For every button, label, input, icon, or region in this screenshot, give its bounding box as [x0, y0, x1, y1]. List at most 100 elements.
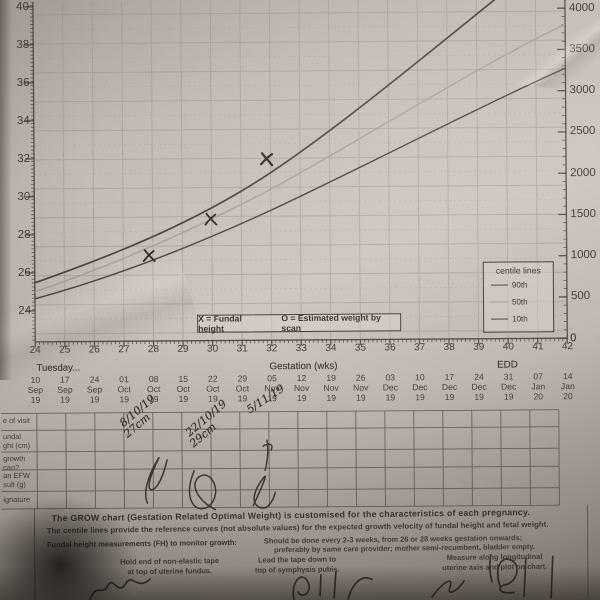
marker-key-fundal: X = Fundal height — [198, 313, 242, 334]
visit-date-cell: 24 Dec 19 — [464, 372, 494, 403]
right-axis-tick-label: 500 — [570, 290, 591, 303]
right-axis-tick-label: 2000 — [570, 166, 596, 179]
x-mark-week30 — [204, 212, 218, 226]
right-axis-tick-label: 3000 — [569, 83, 596, 97]
left-axis-tick-label: 28 — [17, 228, 31, 241]
signature-2 — [188, 469, 217, 511]
left-axis-tick-label: 24 — [18, 304, 32, 317]
date-year: 19 — [415, 391, 425, 402]
instruction-line: uterine axis and plot on chart. — [442, 561, 548, 572]
left-axis-labels: 40 38 36 34 32 30 28 26 24 — [2, 0, 31, 330]
marker-key-box: X = Fundal height O = Estimated weight b… — [197, 312, 402, 334]
visit-date-cell: 31 Dec 19 — [494, 372, 524, 402]
visit-date-cell: 17 Dec 19 — [435, 372, 465, 403]
week-label: 29 — [177, 343, 189, 355]
centile-curve-10th — [34, 67, 566, 300]
left-axis-tick-label: 40 — [16, 0, 29, 13]
centile-curve-90th — [34, 0, 507, 284]
visit-date-row: 10 Sep 19 17 Sep 19 24 Sep 19 01 Oct 19 … — [21, 371, 583, 406]
visit-date-cell: 19 Nov 19 — [316, 373, 346, 404]
week-label: 25 — [59, 344, 71, 356]
week-label: 39 — [473, 341, 485, 353]
date-year: 19 — [503, 391, 514, 402]
week-label: 27 — [118, 344, 130, 356]
instruction-hold-tape: Hold end of non-elastic tape at top of u… — [97, 556, 242, 577]
left-axis-tick-label: 26 — [17, 266, 31, 279]
visit-date-cell: 24 Sep 19 — [80, 374, 110, 405]
left-axis-tick-label: 36 — [16, 76, 30, 89]
date-year: 19 — [385, 391, 396, 402]
visit-date-cell: 01 Oct 19 — [109, 374, 139, 405]
table-row-label-scan-efw: an EFW sult (g) — [3, 471, 30, 490]
visit-date-cell: 10 Dec 19 — [405, 372, 435, 403]
legend-label-10th: 10th — [512, 314, 528, 324]
visit-date-cell: 26 Nov 19 — [346, 373, 376, 403]
row-label-text: ignature — [3, 494, 31, 505]
instruction-measure: Measure along longitudinal uterine axis … — [417, 551, 572, 572]
legend-entry-10th: 10th — [484, 311, 553, 326]
legend-title: centile lines — [495, 265, 541, 276]
edd-label: EDD — [497, 359, 518, 371]
date-year: 19 — [60, 394, 70, 405]
week-label: 41 — [532, 341, 544, 353]
week-label: 26 — [88, 344, 100, 356]
right-axis-tick-label: 1500 — [570, 207, 597, 220]
date-year: 19 — [30, 394, 41, 405]
visit-date-cell: 07 Jan 20 — [523, 371, 553, 402]
scribble-2 — [292, 570, 373, 600]
scribble-1 — [89, 578, 151, 600]
week-label: 42 — [561, 341, 574, 353]
date-year: 19 — [89, 393, 100, 405]
date-year: 20 — [533, 390, 544, 401]
week-label: 28 — [147, 343, 160, 356]
week-label: 24 — [29, 344, 41, 356]
legend-entry-90th: 90th — [484, 277, 553, 292]
week-label: 37 — [414, 342, 426, 354]
date-year: 20 — [563, 390, 573, 401]
left-axis-tick-label: 38 — [16, 38, 30, 51]
right-axis-tick-label: 3500 — [569, 42, 595, 55]
x-mark-week28 — [142, 249, 156, 262]
visit-date-cell: 03 Dec 19 — [375, 372, 405, 403]
legend-line-10th-icon — [491, 318, 509, 320]
legend-label-50th: 50th — [511, 297, 528, 307]
results-table-grid — [0, 409, 560, 510]
week-label: 33 — [295, 342, 307, 355]
left-axis-tick-label: 34 — [16, 114, 30, 127]
instruction-line: top of symphysis pubis. — [254, 564, 340, 575]
left-axis-tick-label: 32 — [17, 152, 31, 165]
right-axis-labels: 4000 3500 3000 2500 2000 1500 1000 500 — [569, 0, 600, 318]
week-label: 40 — [502, 341, 514, 353]
legend-line-50th-icon — [491, 301, 509, 303]
visit-date-cell: 17 Sep 19 — [50, 375, 80, 406]
week-label: 30 — [206, 343, 219, 355]
centile-curve-50th — [34, 23, 566, 293]
gestation-axis-title: Gestation (wks) — [269, 360, 338, 373]
legend-entry-50th: 50th — [484, 294, 553, 309]
week-label: 38 — [443, 341, 455, 353]
fundal-height-x-marks — [142, 152, 274, 262]
week-label: 31 — [236, 343, 248, 355]
date-year: 19 — [474, 391, 484, 402]
marker-key-scan: O = Estimated weight by scan — [281, 312, 381, 334]
table-row-label-signature: ignature — [3, 494, 31, 505]
right-axis-tick-label: 1000 — [570, 248, 597, 262]
date-year: 19 — [356, 392, 366, 403]
table-row-label-date-of-visit: e of visit — [2, 415, 30, 426]
weekday-note: Tuesday... — [36, 362, 81, 374]
row-label-text: e of visit — [2, 415, 30, 426]
legend-label-90th: 90th — [511, 280, 528, 290]
centile-legend-box: centile lines 90th 50th 10th — [482, 261, 555, 333]
row-label-text: sult (g) — [3, 479, 26, 489]
row-label-text: ght (cm) — [2, 440, 31, 450]
week-label: 36 — [384, 342, 396, 354]
date-year: 19 — [444, 391, 455, 402]
date-year: 19 — [326, 392, 337, 403]
right-axis-tick-label: 2500 — [569, 125, 596, 138]
right-axis-tick-label: 4000 — [568, 1, 595, 14]
signature-1 — [145, 457, 168, 504]
week-label: 34 — [325, 342, 337, 354]
